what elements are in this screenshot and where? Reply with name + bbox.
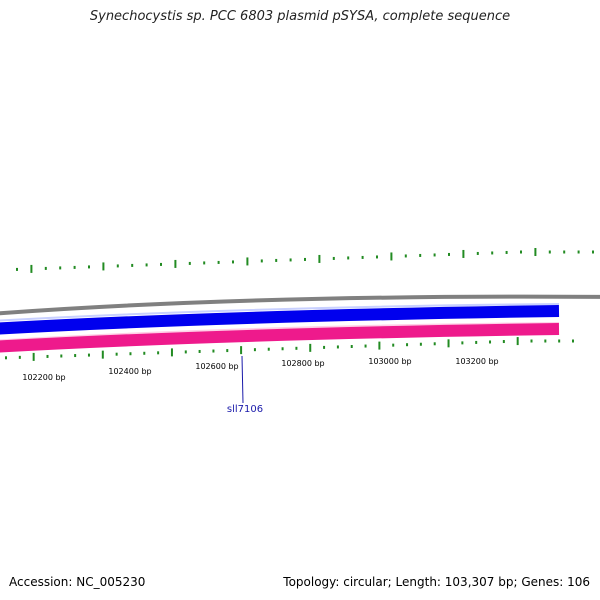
- scale-label: 102600 bp: [195, 362, 238, 371]
- gc-skew-inner-track: [5, 337, 574, 361]
- gc-skew-outer-track: [16, 248, 594, 273]
- scale-label: 103200 bp: [455, 357, 498, 366]
- scale-label: 102200 bp: [22, 373, 65, 382]
- backbone-track: [0, 294, 600, 316]
- gene-pointer-line: [241, 355, 244, 404]
- reverse-strand-highlight: [0, 322, 560, 342]
- scale-label: 102800 bp: [281, 359, 324, 368]
- scale-labels: 102200 bp 102400 bp 102600 bp 102800 bp 1030…: [22, 357, 498, 382]
- map-title: Synechocystis sp. PCC 6803 plasmid pSYSA…: [89, 9, 511, 24]
- forward-strand-feature[interactable]: [0, 305, 560, 335]
- scale-label: 103000 bp: [368, 357, 411, 366]
- reverse-strand-feature[interactable]: [0, 323, 560, 353]
- scale-label: 102400 bp: [108, 367, 151, 376]
- forward-strand-highlight: [0, 303, 560, 322]
- gene-label-sll7106[interactable]: sll7106: [227, 404, 263, 415]
- accession-text: Accession: NC_005230: [9, 575, 146, 589]
- topology-summary: Topology: circular; Length: 103,307 bp; …: [283, 575, 590, 589]
